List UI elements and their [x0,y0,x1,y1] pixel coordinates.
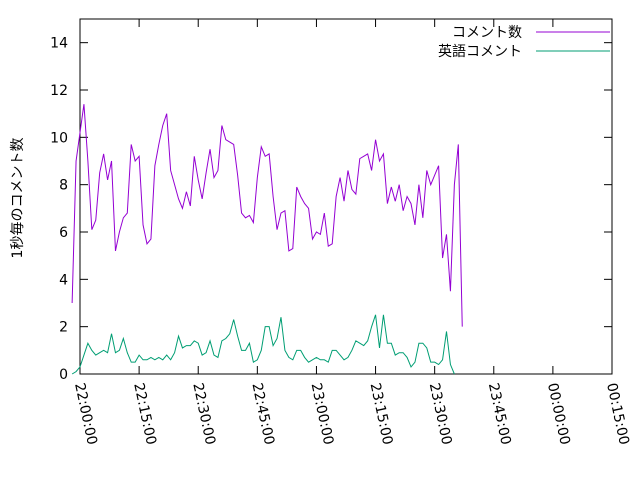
y-tick-label: 14 [50,36,68,52]
x-tick-label: 22:00:00 [71,382,100,447]
x-tick-label: 22:45:00 [248,382,277,447]
x-tick-label: 23:00:00 [308,382,337,447]
y-tick-label: 4 [59,272,68,288]
series-lines [71,104,463,375]
y-tick-label: 12 [50,83,68,99]
x-tick-label: 22:30:00 [189,382,218,447]
legend-label-1: 英語コメント [438,43,522,60]
x-tick-label: 00:00:00 [544,382,573,447]
x-tick-label: 22:15:00 [130,382,159,447]
x-tick-label: 23:15:00 [367,382,396,447]
y-tick-label: 10 [50,130,68,146]
axes: 0 2 4 6 8 10 12 14 22:00:00 22:15:00 22:30:00 22:45… [50,18,632,447]
y-axis-label: 1秒毎のコメント数 [10,138,26,259]
y-tick-label: 8 [59,178,68,194]
x-tick-label: 23:45:00 [485,382,514,447]
x-tick-label: 00:15:00 [603,382,632,447]
x-tick-label: 23:30:00 [426,382,455,447]
y-tick-label: 2 [59,320,68,336]
legend-label-0: コメント数 [452,25,522,41]
plot-frame [79,18,613,375]
y-tick-label: 0 [59,367,68,383]
series-line-0 [71,104,463,327]
y-tick-label: 6 [59,225,68,241]
series-line-1 [71,314,455,375]
